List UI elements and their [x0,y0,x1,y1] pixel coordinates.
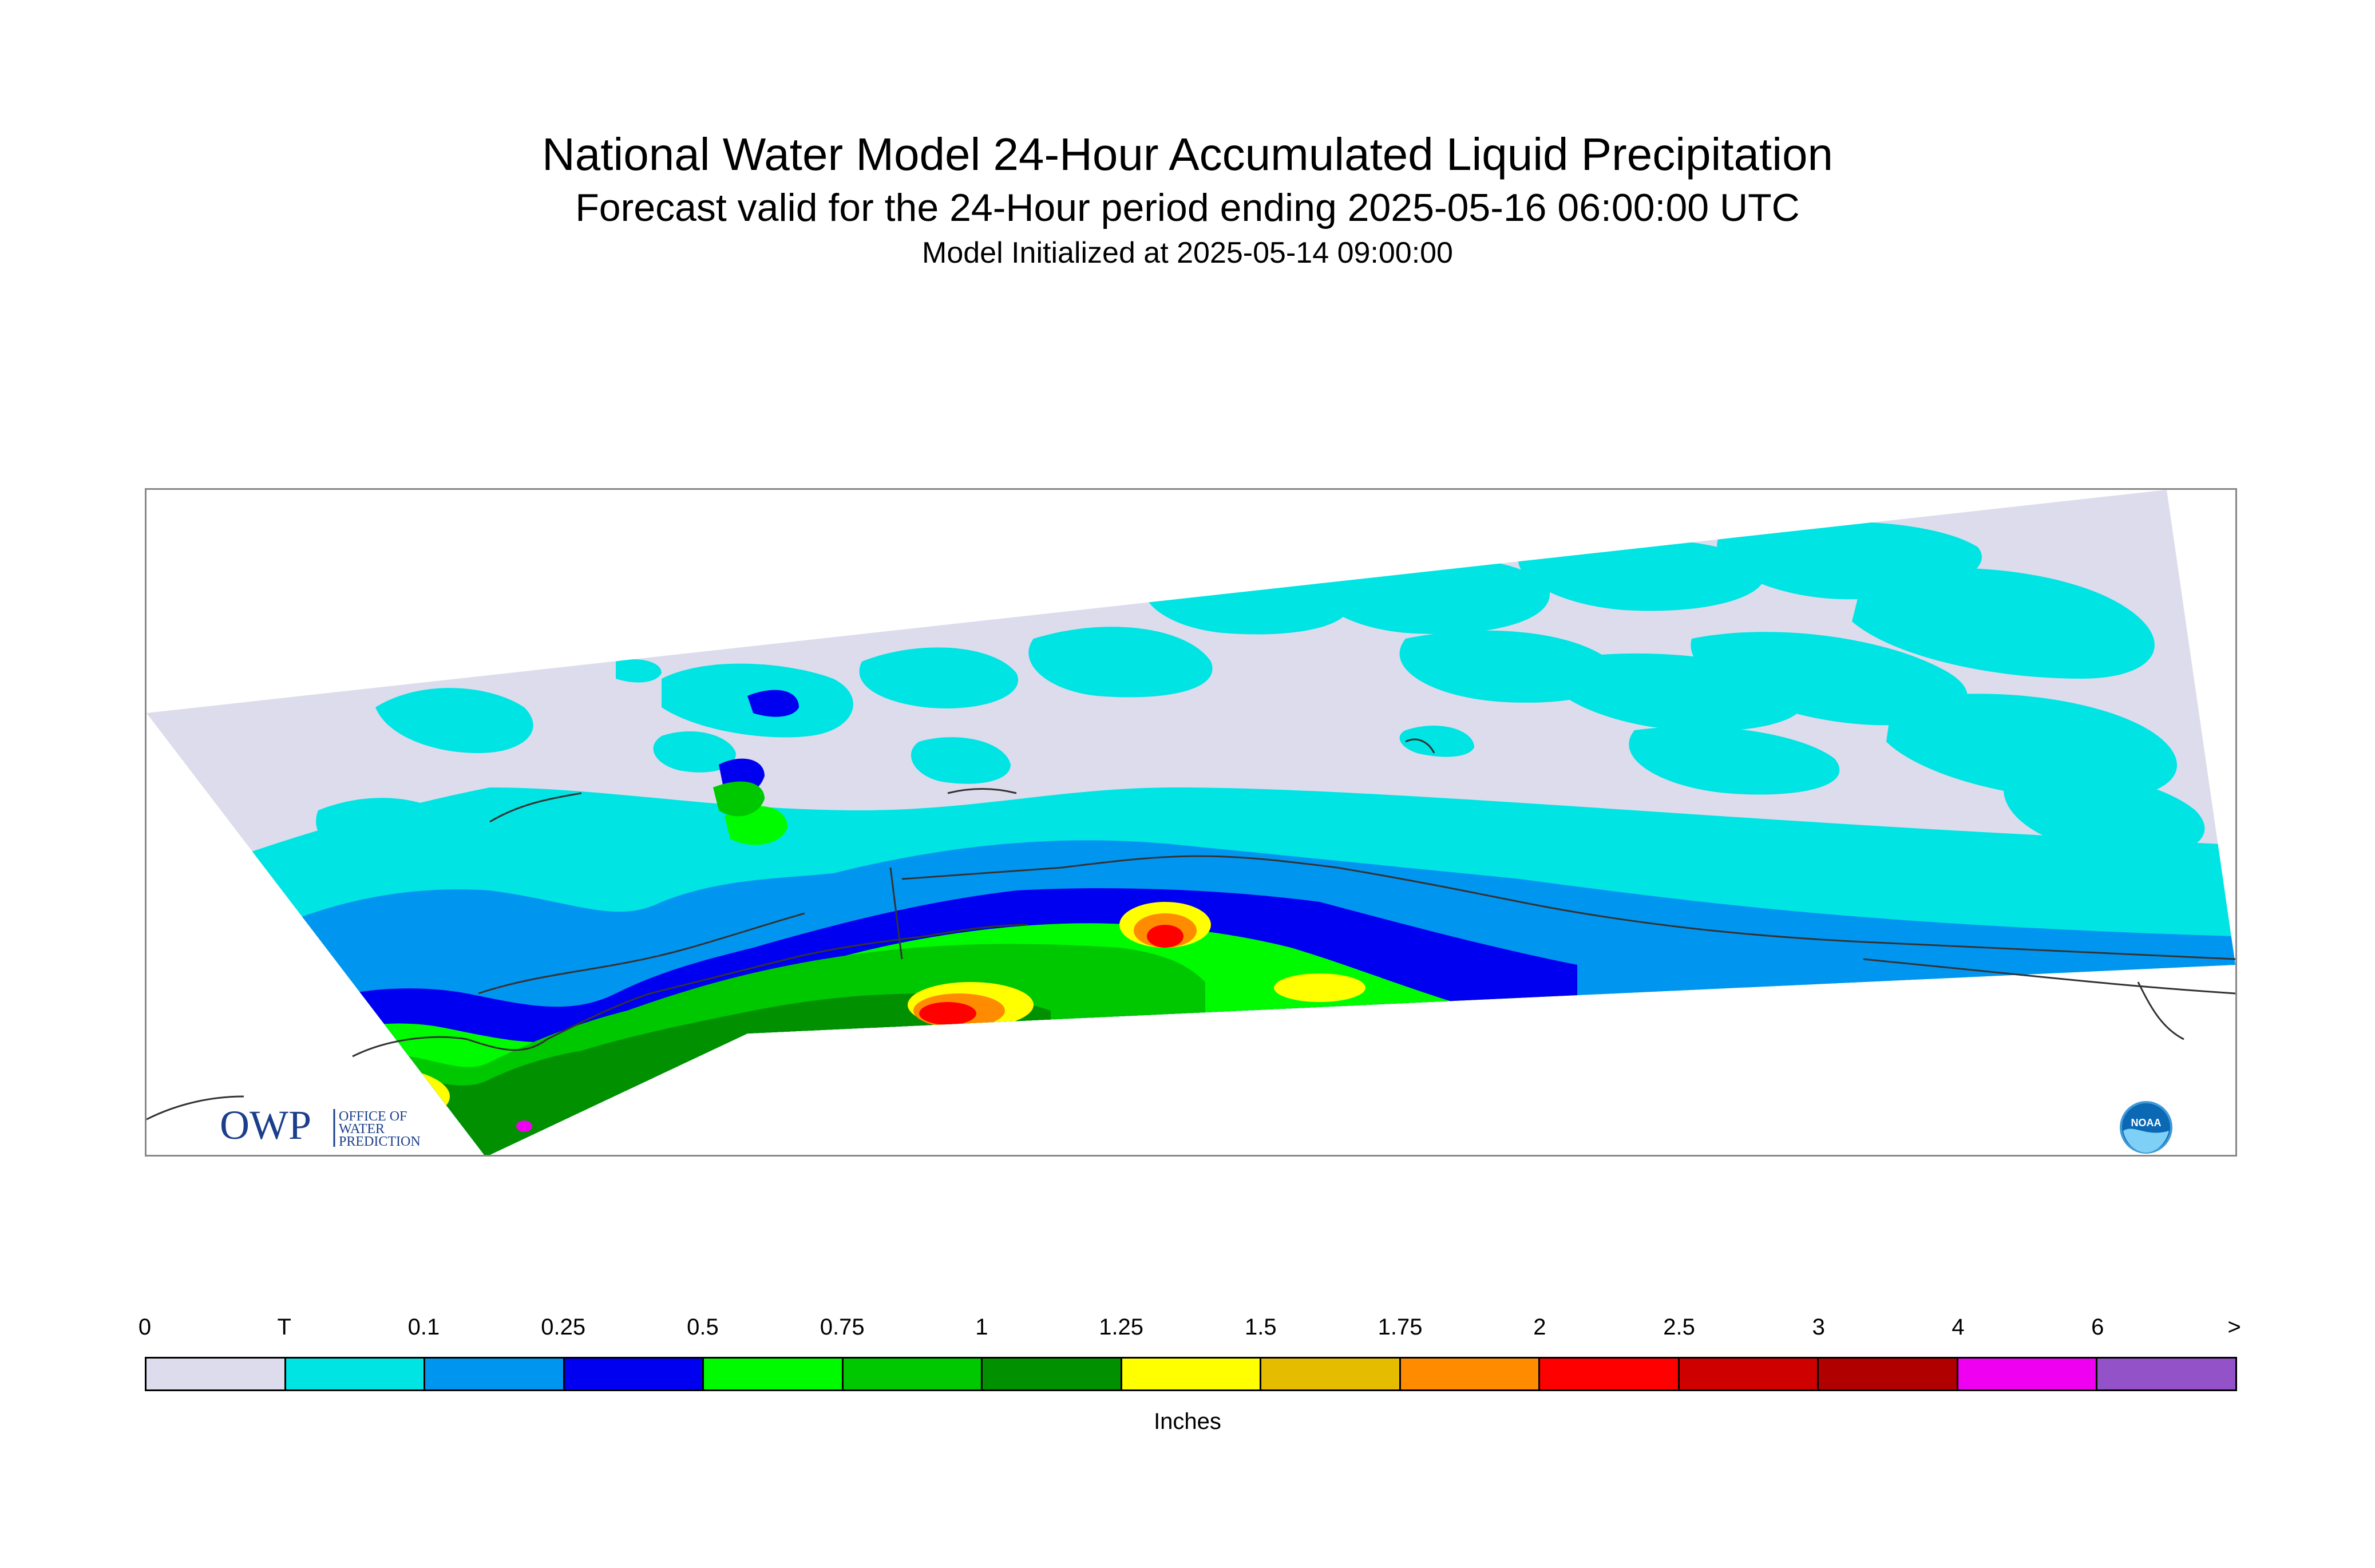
legend-tick-label: > [2227,1314,2241,1340]
legend-swatch [704,1359,844,1389]
legend-swatch [1540,1359,1680,1389]
legend-tick-label: 0.1 [407,1314,440,1340]
legend-labels: 0 T 0.1 0.25 0.5 0.75 1 1.25 1.5 1.75 2 2.5 3 4 6 > [138,1313,2241,1348]
legend-swatch [286,1359,426,1389]
legend-tick-label: 6 [2091,1314,2104,1340]
legend-tick-label: 1 [975,1314,988,1340]
precipitation-map: OWP OFFICE OF WATER PREDICTION NOAA [147,490,2235,1155]
legend-swatch [425,1359,565,1389]
owp-text-line-3: PREDICTION [339,1134,421,1149]
owp-mark: OWP [220,1102,311,1148]
legend-swatch [843,1359,983,1389]
legend-tick-label: 3 [1812,1314,1825,1340]
legend-tick-label: 0.25 [541,1314,586,1340]
precip-color-legend [145,1357,2237,1391]
owp-logo: OWP OFFICE OF WATER PREDICTION [220,1102,421,1149]
legend-swatch [1679,1359,1819,1389]
legend-swatch [1958,1359,2098,1389]
legend-swatch [564,1359,704,1389]
chart-title: National Water Model 24-Hour Accumulated… [542,129,1833,180]
legend-tick-label: 0.75 [820,1314,865,1340]
legend-swatch [147,1359,286,1389]
noaa-mark: NOAA [2131,1117,2162,1129]
legend-tick-label: 4 [1952,1314,1965,1340]
legend-tick-label: 1.75 [1378,1314,1423,1340]
owp-text-line-1: OFFICE OF [339,1109,407,1124]
legend-tick-label: T [277,1314,291,1340]
legend-swatch [1400,1359,1541,1389]
legend-tick-label: 0.5 [687,1314,719,1340]
legend-tick-label: 2 [1533,1314,1546,1340]
owp-text-line-2: WATER [339,1122,385,1137]
legend-tick-label: 1.25 [1099,1314,1144,1340]
legend-swatch [1819,1359,1958,1389]
legend-swatch [1122,1359,1262,1389]
model-init-line: Model Initialized at 2025-05-14 09:00:00 [922,236,1453,270]
map-panel: OWP OFFICE OF WATER PREDICTION NOAA [145,488,2237,1157]
legend-unit-label: Inches [1154,1409,1221,1434]
legend-tick-label: 0 [138,1314,152,1340]
legend-swatch [2097,1359,2235,1389]
legend-tick-label: 2.5 [1663,1314,1695,1340]
noaa-logo: NOAA [2120,1101,2172,1154]
forecast-valid-subtitle: Forecast valid for the 24-Hour period en… [575,186,1800,229]
legend-tick-label: 1.5 [1245,1314,1277,1340]
legend-swatch [983,1359,1122,1389]
legend-swatch [1261,1359,1401,1389]
